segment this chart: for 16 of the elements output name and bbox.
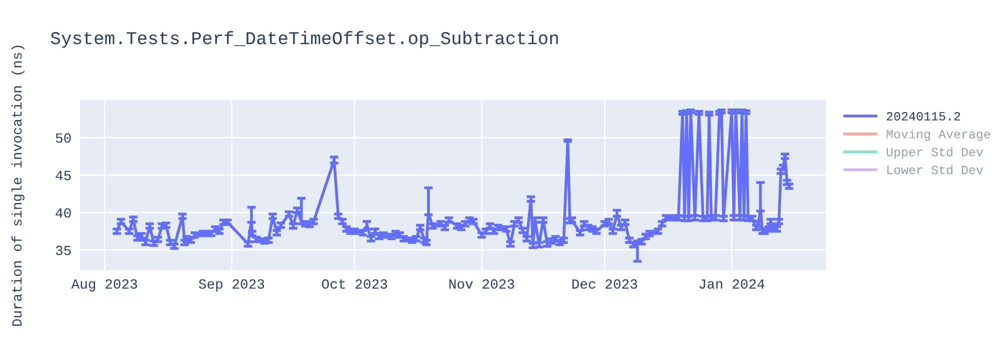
x-tick-label: Sep 2023 — [198, 279, 264, 292]
y-tick-label: 50 — [56, 133, 71, 143]
legend-label: Upper Std Dev — [886, 147, 984, 159]
legend-label: Moving Average — [886, 129, 990, 141]
x-tick-label: Nov 2023 — [449, 279, 514, 289]
x-tick-label: Oct 2023 — [322, 279, 388, 289]
legend-label: 20240115.2 — [886, 112, 960, 121]
y-axis-title: Duration of single invocation (ns) — [11, 46, 24, 326]
y-tick-label: 40 — [56, 208, 71, 218]
legend-label: Lower Std Dev — [887, 165, 984, 174]
y-tick-label: 45 — [56, 170, 71, 180]
chart-title: System.Tests.Perf_DateTimeOffset.op_Subtraction — [50, 31, 558, 48]
x-tick-label: Aug 2023 — [71, 279, 138, 292]
x-tick-label: Dec 2023 — [572, 279, 638, 289]
y-tick-label: 35 — [56, 246, 71, 256]
x-tick-label: Jan 2024 — [700, 279, 764, 289]
